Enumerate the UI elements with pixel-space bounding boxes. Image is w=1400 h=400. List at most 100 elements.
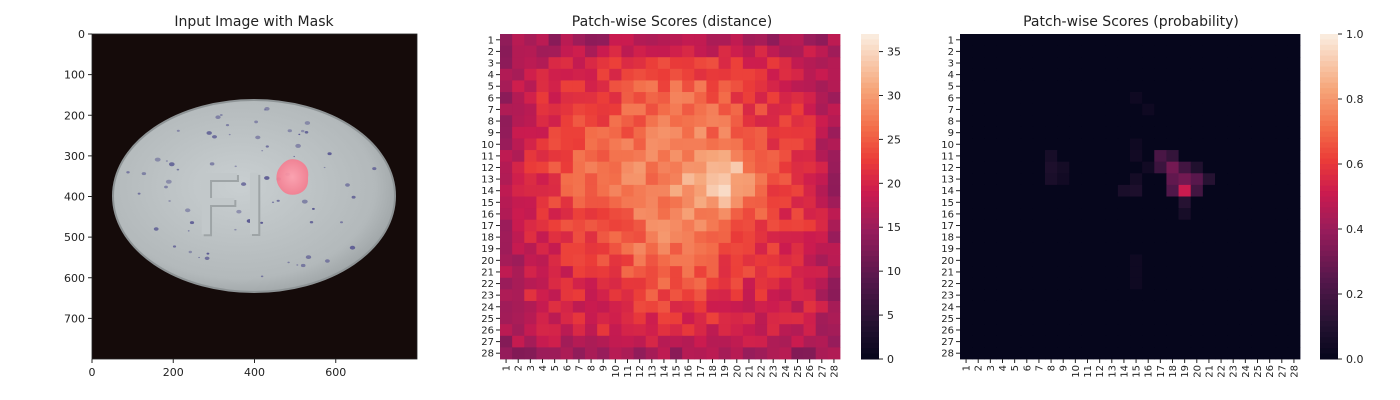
heatmap-cell [1251, 266, 1264, 279]
col-tick-label: 24 [1241, 365, 1252, 378]
heatmap-cell [972, 92, 985, 105]
heatmap-cell [633, 196, 647, 209]
col-tick-label: 12 [635, 365, 646, 378]
heatmap-cell [1287, 347, 1301, 360]
heatmap-cell [779, 289, 792, 302]
heatmap-cell [512, 184, 525, 197]
heatmap-cell [1178, 161, 1192, 174]
heatmap-cell [1142, 347, 1155, 360]
heatmap-cell [1069, 312, 1082, 325]
heatmap-cell [585, 208, 598, 221]
heatmap-cell [1263, 312, 1277, 325]
heatmap-cell [1081, 231, 1094, 244]
heatmap-cell [1178, 196, 1192, 209]
heatmap-cell [1275, 45, 1289, 58]
heatmap-cell [815, 347, 829, 360]
heatmap-cell [984, 196, 997, 209]
colorbar-segment [861, 304, 879, 311]
col-tick-label: 6 [1022, 365, 1033, 371]
heatmap-cell [585, 115, 598, 128]
heatmap-cell [1069, 335, 1082, 348]
heatmap-cell [597, 208, 610, 221]
heatmap-cell [1142, 161, 1155, 174]
heatmap-cell [755, 335, 768, 348]
heatmap-cell [1032, 68, 1046, 81]
heatmap-cell [682, 138, 695, 151]
heatmap-cell [657, 242, 671, 255]
heatmap-cell [1263, 254, 1277, 267]
heatmap-cell [657, 335, 671, 348]
heatmap-cell [1251, 80, 1264, 93]
heatmap-cell [572, 138, 586, 151]
heatmap-cell [730, 277, 744, 290]
heatmap-cell [548, 150, 562, 163]
heatmap-cell [767, 266, 780, 279]
heatmap-cell [1227, 173, 1240, 186]
heatmap-cell [706, 324, 719, 337]
heatmap-cell [645, 312, 659, 325]
heatmap-cell [1227, 312, 1240, 325]
heatmap-cell [572, 242, 586, 255]
heatmap-cell [984, 242, 997, 255]
heatmap-cell [1057, 335, 1070, 348]
heatmap-cell [1287, 115, 1301, 128]
colorbar-segment [861, 109, 879, 116]
heatmap-cell [572, 150, 586, 163]
heatmap-cell [1178, 34, 1192, 47]
heatmap-cell [1008, 254, 1022, 267]
heatmap-cell [1057, 115, 1070, 128]
heatmap-cell [609, 34, 622, 47]
heatmap-cell [536, 254, 549, 267]
heatmap-cell [1154, 231, 1167, 244]
heatmap-cell [730, 254, 744, 267]
colorbar-segment [1320, 44, 1338, 51]
heatmap-cell [500, 289, 513, 302]
heatmap-cell [572, 57, 586, 70]
col-tick-label: 17 [1156, 365, 1167, 378]
heatmap-cell [1105, 138, 1119, 151]
heatmap-cell [597, 254, 610, 267]
heatmap-cell [1251, 208, 1264, 221]
heatmap-cell [1190, 231, 1204, 244]
row-tick-label: 9 [948, 128, 954, 139]
heatmap-cell [597, 45, 610, 58]
heatmap-cell [1081, 219, 1094, 232]
heatmap-cell [1057, 219, 1070, 232]
heatmap-cell [512, 312, 525, 325]
heatmap-cell [960, 289, 973, 302]
heatmap-cell [803, 242, 817, 255]
heatmap-cell [1227, 335, 1240, 348]
heatmap-cell [1263, 277, 1277, 290]
panel3-title: Patch-wise Scores (probability) [1023, 14, 1239, 30]
heatmap-cell [827, 150, 841, 163]
colorbar-tick-label: 20 [887, 177, 901, 190]
heatmap-cell [1008, 231, 1022, 244]
heatmap-cell [1166, 115, 1179, 128]
row-tick-label: 8 [488, 117, 494, 128]
heatmap-cell [1081, 324, 1094, 337]
heatmap-cell [633, 57, 647, 70]
heatmap-cell [1190, 80, 1204, 93]
heatmap-cell [1069, 80, 1082, 93]
heatmap-cell [960, 219, 973, 232]
heatmap-cell [1081, 277, 1094, 290]
heatmap-cell [742, 219, 756, 232]
heatmap-cell [755, 347, 768, 360]
heatmap-cell [1069, 45, 1082, 58]
panel1-title: Input Image with Mask [174, 14, 334, 30]
heatmap-cell [1142, 208, 1155, 221]
heatmap-cell [767, 126, 780, 139]
panel1-ytick-label: 300 [64, 150, 85, 163]
heatmap-cell [621, 335, 634, 348]
heatmap-cell [1093, 277, 1107, 290]
heatmap-cell [1215, 196, 1228, 209]
heatmap-cell [1263, 184, 1277, 197]
heatmap-cell [803, 34, 817, 47]
heatmap-cell [645, 347, 659, 360]
pill-speck [241, 182, 247, 186]
heatmap-cell [657, 150, 671, 163]
heatmap-cell [670, 254, 683, 267]
heatmap-cell [1105, 161, 1119, 174]
heatmap-cell [694, 138, 707, 151]
heatmap-cell [1130, 80, 1143, 93]
